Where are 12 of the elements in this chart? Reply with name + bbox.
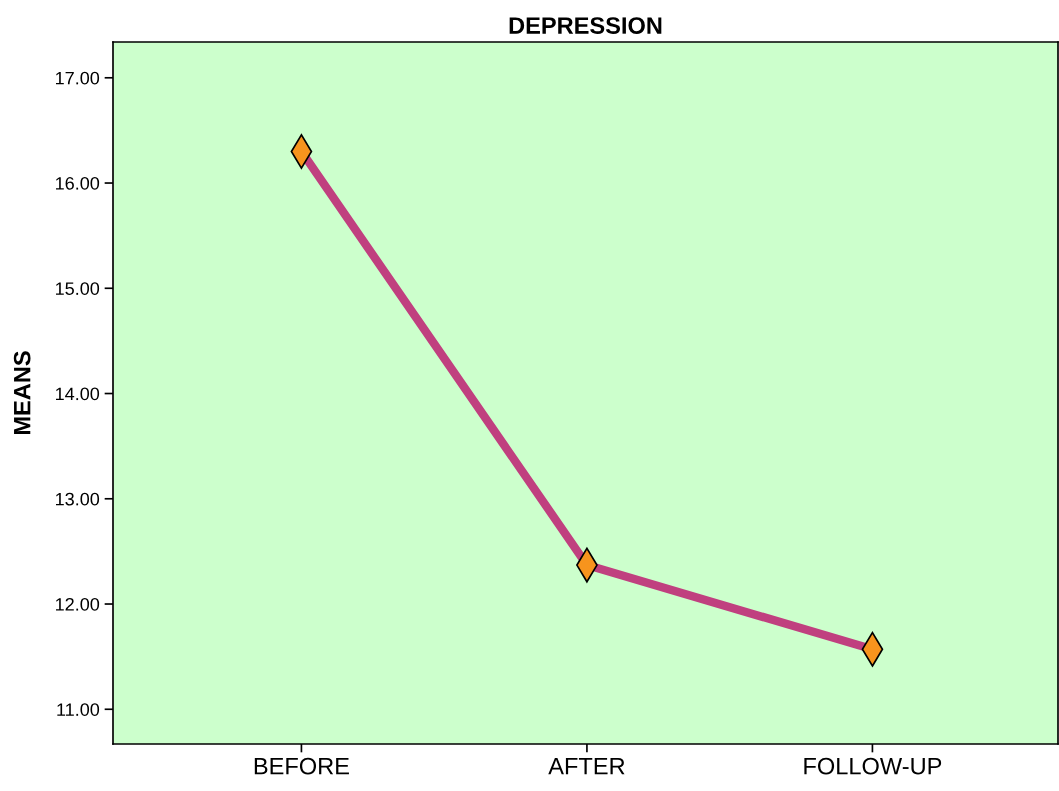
y-axis-title: MEANS [13, 351, 31, 435]
x-tick-label: FOLLOW-UP [804, 757, 942, 775]
y-tick-label: 13.00 [56, 492, 100, 506]
y-tick-label: 12.00 [56, 597, 100, 611]
y-tick-label: 16.00 [56, 176, 100, 190]
y-tick-label: 11.00 [57, 703, 100, 716]
y-tick-label: 15.00 [56, 282, 100, 295]
chart-title: DEPRESSION [509, 17, 662, 34]
x-tick-label: BEFORE [254, 757, 349, 775]
y-tick-label: 14.00 [56, 387, 100, 401]
x-tick-label: AFTER [548, 758, 625, 775]
y-tick-label: 17.00 [56, 71, 100, 85]
